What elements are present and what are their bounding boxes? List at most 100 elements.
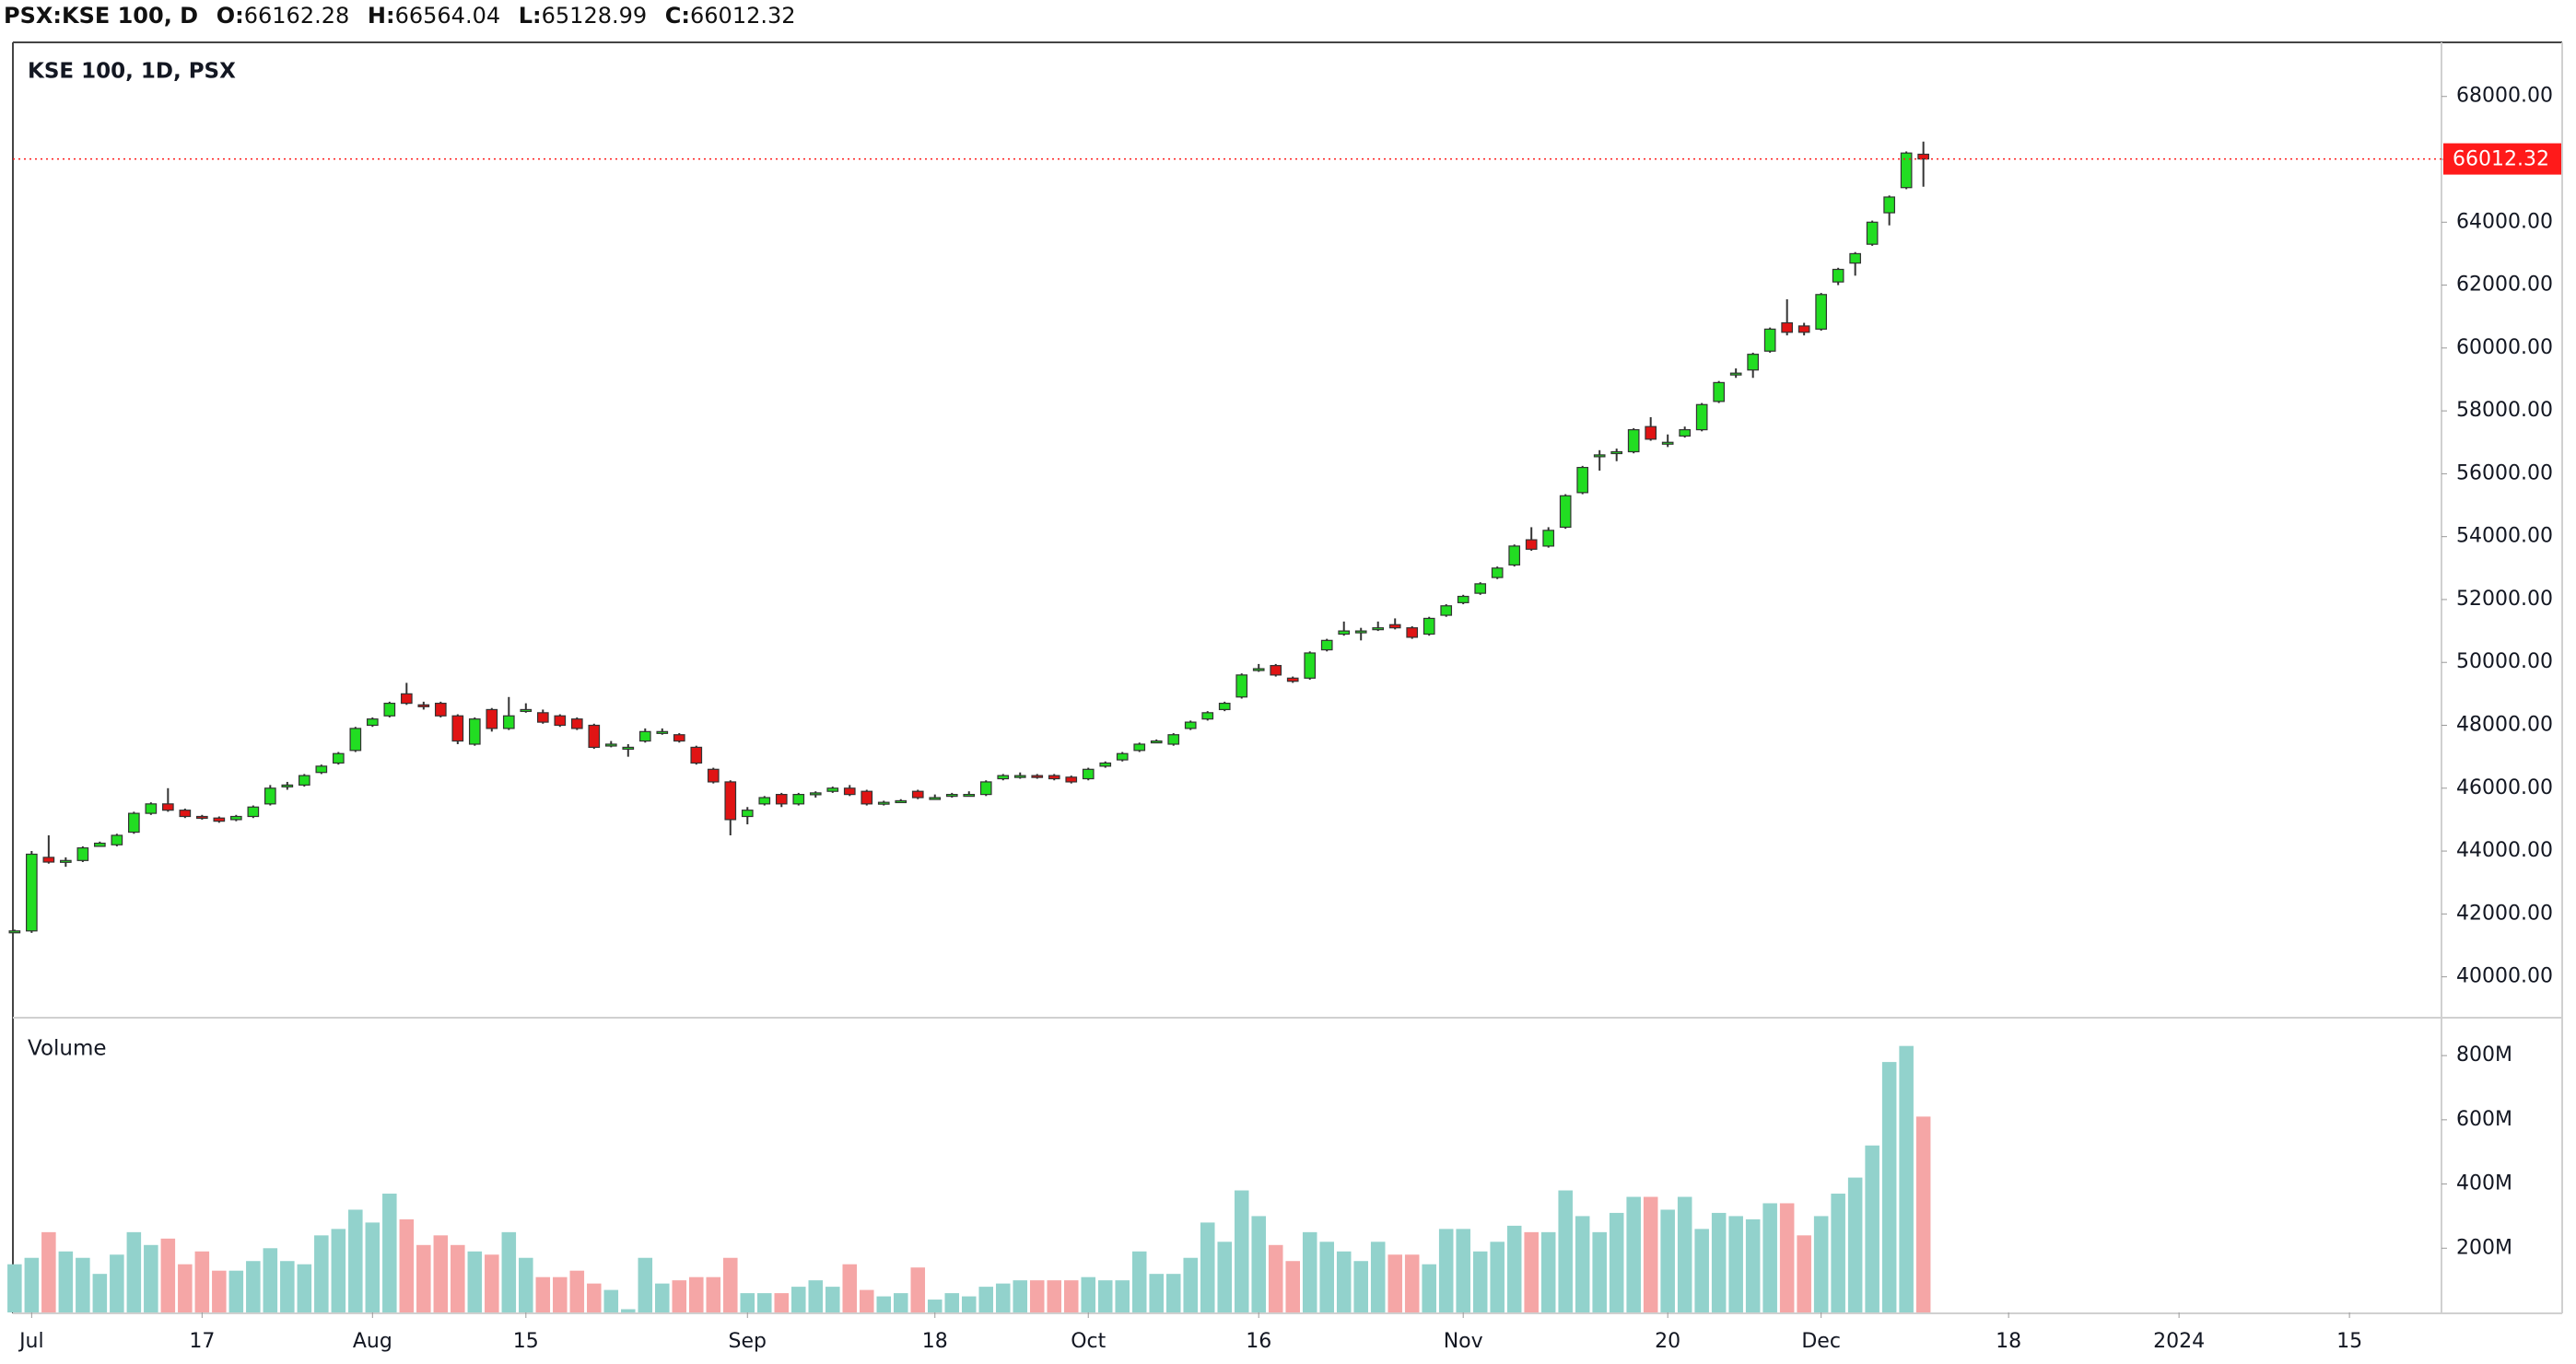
volume-bar [757,1293,772,1312]
candle-body [1150,740,1163,744]
candle-body [1900,152,1913,189]
y-tick-label: 62000.00 [2456,274,2553,297]
candle-body [281,784,294,787]
volume-bar [1200,1222,1215,1312]
volume-bar [485,1254,499,1312]
volume-bar [689,1277,704,1312]
ohlc-header: PSX:KSE 100, D O:66162.28 H:66564.04 L:6… [4,2,796,29]
candle-body [1286,677,1299,682]
volume-bar [1047,1280,1062,1312]
volume-bar [1915,1116,1931,1312]
close-value: 66012.32 [690,3,796,29]
candle-body [1729,372,1742,376]
volume-bar [1234,1190,1249,1312]
volume-bar [1677,1196,1692,1312]
volume-bar [927,1300,943,1312]
volume-bar [1217,1242,1232,1312]
y-tick-label: 68000.00 [2456,85,2553,108]
symbol: PSX:KSE 100, D [4,3,199,29]
x-tick-label: 2024 [2153,1330,2205,1353]
high-label: H: [367,3,395,29]
candle-body [468,718,481,745]
last-price-tag [2443,143,2561,175]
volume-bar [910,1267,926,1312]
volume-bar [1456,1229,1470,1312]
volume-bar [961,1296,977,1312]
candle-body [145,803,158,814]
candle-body [1235,674,1248,698]
volume-bar [587,1283,602,1312]
candle-body [1133,743,1146,752]
volume-bar [1609,1212,1624,1312]
candle-body [1388,624,1401,629]
volume-bar [1711,1212,1727,1312]
candle-body [1354,630,1367,634]
volume-bar [1865,1145,1879,1312]
candle-body [1440,605,1453,616]
volume-bar [740,1293,755,1312]
candle-body [945,794,958,798]
y-tick-label: 56000.00 [2456,461,2553,484]
volume-bar [1029,1280,1045,1312]
volume-bar [382,1194,397,1312]
candle-body [622,746,635,751]
volume-bar [553,1277,568,1312]
candle-body [1610,450,1623,455]
candle-body [247,806,260,818]
volume-bar [603,1289,619,1312]
volume-tick-label: 400M [2456,1172,2512,1195]
volume-bar [1762,1203,1777,1312]
volume-bar [1097,1280,1113,1312]
volume-bar [1319,1242,1334,1312]
candle-body [451,715,464,742]
candle-body [1883,196,1895,214]
volume-bar [1847,1177,1863,1312]
open-value: 66162.28 [243,3,350,29]
volume-bar [1540,1231,1556,1312]
candle-body [1797,325,1810,333]
volume-bar [1592,1231,1607,1312]
candle-body [604,743,617,747]
candle-body [1679,428,1692,437]
x-tick-label: 18 [1996,1330,2021,1353]
volume-bar [638,1257,653,1312]
candle-body [1218,703,1231,711]
candle-body [1304,652,1317,679]
candle-body [843,787,856,796]
volume-bar [1694,1229,1709,1312]
candle-body [1457,595,1469,603]
volume-bar [24,1257,40,1312]
candle-body [1917,153,1929,160]
candle-body [1320,639,1333,651]
volume-bar [1251,1216,1266,1312]
x-tick-label: 18 [922,1330,948,1353]
candle-body [1184,721,1197,729]
volume-bar [144,1244,158,1312]
volume-bar [842,1264,858,1312]
volume-bar [433,1235,449,1312]
volume-bar [1268,1244,1283,1312]
candle-body [1832,268,1844,283]
candle-body [1781,321,1794,333]
candle-body [1866,221,1879,245]
candle-body [520,708,533,713]
volume-bar [1524,1231,1539,1312]
candle-body [963,794,976,798]
volume-bar [451,1244,465,1312]
volume-bar [723,1257,738,1312]
volume-bar [1831,1194,1845,1312]
candle-body [929,797,942,800]
candle-body [417,704,430,707]
candle-body [1525,539,1538,550]
x-tick-label: Aug [353,1330,392,1353]
y-tick-label: 54000.00 [2456,525,2553,548]
volume-bar [1881,1062,1897,1312]
volume-bar [1131,1251,1147,1312]
candle-body [111,834,123,845]
volume-bar [1149,1274,1165,1312]
volume-bar [331,1229,346,1312]
candle-body [60,859,72,863]
candle-body [1201,712,1214,720]
low-value: 65128.99 [541,3,648,29]
